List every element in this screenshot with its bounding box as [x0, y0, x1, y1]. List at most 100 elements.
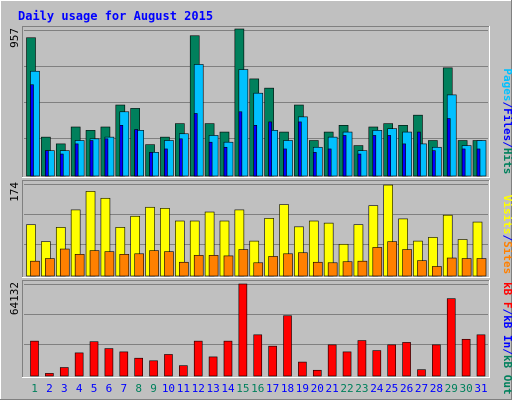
x-tick-label-day-29: 29 [445, 382, 458, 395]
bar-sites-day-14 [223, 255, 234, 277]
bar-files-day-5 [89, 140, 94, 177]
x-tick-label-day-24: 24 [370, 382, 384, 395]
bar-sites-day-24 [372, 247, 383, 277]
x-tick-label-day-20: 20 [311, 382, 324, 395]
x-tick-label-day-13: 13 [206, 382, 219, 395]
bar-files-day-16 [253, 125, 258, 177]
x-tick-label-day-15: 15 [236, 382, 249, 395]
panel-max-label: 174 [8, 182, 21, 202]
x-tick-label-day-6: 6 [106, 382, 113, 395]
x-tick-label-day-22: 22 [340, 382, 353, 395]
legend-entry: kB F [501, 282, 512, 309]
bar-sites-day-22 [342, 261, 353, 277]
bar-sites-day-27 [417, 260, 427, 277]
bar-kbf-day-5 [89, 341, 99, 377]
legend-entry: Files [501, 108, 512, 141]
bar-sites-day-2 [45, 258, 55, 277]
bar-sites-day-3 [59, 248, 70, 277]
bar-files-day-8 [134, 129, 138, 177]
bar-kbf-day-22 [342, 351, 352, 377]
bar-files-day-21 [327, 148, 332, 177]
x-tick-label-day-27: 27 [415, 382, 428, 395]
legend-entry: / [501, 141, 512, 148]
x-tick-label-day-11: 11 [177, 382, 190, 395]
x-tick-label-day-30: 30 [459, 382, 472, 395]
bar-sites-day-20 [312, 261, 323, 277]
bar-files-day-22 [342, 135, 347, 177]
x-tick-label-day-2: 2 [46, 382, 53, 395]
x-tick-label-day-31: 31 [474, 382, 487, 395]
bar-sites-day-31 [476, 258, 487, 277]
x-tick-label-day-5: 5 [91, 382, 98, 395]
bar-sites-day-10 [164, 251, 174, 277]
bar-files-day-18 [283, 148, 287, 177]
bar-files-day-4 [74, 143, 79, 177]
panel-legend: kB F/kB In/kB Out [501, 282, 512, 395]
bar-sites-day-7 [119, 254, 130, 277]
bar-kbf-day-21 [327, 344, 337, 377]
bar-files-day-2 [45, 150, 49, 177]
x-tick-label-day-17: 17 [266, 382, 279, 395]
bar-kbf-day-17 [268, 345, 277, 377]
bar-kbf-day-12 [193, 340, 203, 377]
bar-files-day-10 [164, 148, 168, 177]
bar-sites-day-12 [193, 255, 204, 277]
bar-kbf-day-16 [253, 334, 263, 377]
bar-kbf-day-4 [74, 352, 84, 377]
bar-files-day-25 [387, 135, 392, 177]
bar-files-day-14 [223, 146, 228, 177]
bar-files-day-30 [461, 148, 466, 177]
bar-sites-day-6 [104, 251, 115, 277]
bar-sites-day-17 [268, 256, 278, 277]
bar-sites-day-9 [149, 250, 159, 277]
bar-kbf-day-2 [45, 373, 54, 377]
x-tick-label-day-23: 23 [355, 382, 368, 395]
bar-kbf-day-11 [179, 365, 188, 377]
legend-entry: Visits [501, 195, 512, 235]
bar-sites-day-11 [179, 261, 189, 277]
bar-sites-day-13 [208, 255, 219, 277]
bar-kbf-day-6 [104, 348, 114, 377]
bar-files-day-29 [446, 118, 451, 177]
bar-sites-day-18 [283, 253, 293, 277]
x-tick-label-day-4: 4 [76, 382, 83, 395]
bar-sites-day-8 [134, 253, 144, 277]
x-tick-label-day-19: 19 [296, 382, 309, 395]
bar-files-day-27 [417, 131, 421, 177]
bar-files-day-20 [312, 152, 317, 177]
x-tick-label-day-28: 28 [430, 382, 443, 395]
bar-files-day-6 [104, 138, 109, 177]
bar-files-day-26 [402, 143, 406, 177]
bar-files-day-1 [30, 84, 34, 177]
x-tick-label-day-7: 7 [120, 382, 127, 395]
bar-kbf-day-13 [208, 356, 218, 377]
bar-kbf-day-19 [298, 361, 307, 377]
bar-kbf-day-9 [149, 360, 158, 377]
bar-files-day-11 [179, 138, 183, 177]
bar-kbf-day-3 [59, 367, 69, 377]
legend-entry: kB In [501, 315, 512, 348]
bar-files-day-19 [298, 121, 302, 177]
bar-files-day-9 [149, 152, 153, 177]
bar-kbf-day-10 [164, 354, 173, 377]
legend-entry: Sites [501, 241, 512, 274]
bar-kbf-day-14 [223, 340, 233, 377]
legend-entry: kB Out [501, 355, 512, 395]
bar-files-day-7 [119, 125, 124, 177]
bar-kbf-day-20 [312, 369, 322, 377]
bar-kbf-day-26 [402, 342, 411, 377]
bar-kbf-day-30 [461, 338, 471, 377]
legend-entry: Hits [501, 148, 512, 175]
x-tick-label-day-18: 18 [281, 382, 294, 395]
bar-sites-day-1 [30, 260, 40, 277]
bar-files-day-23 [357, 153, 362, 177]
x-tick-label-day-25: 25 [385, 382, 398, 395]
bar-files-day-31 [476, 148, 481, 177]
bar-kbf-day-8 [134, 357, 143, 377]
panel-visits-sites: 174 Visits/Sites [8, 180, 512, 278]
bar-kbf-day-24 [372, 350, 382, 377]
bar-sites-day-26 [402, 249, 412, 277]
